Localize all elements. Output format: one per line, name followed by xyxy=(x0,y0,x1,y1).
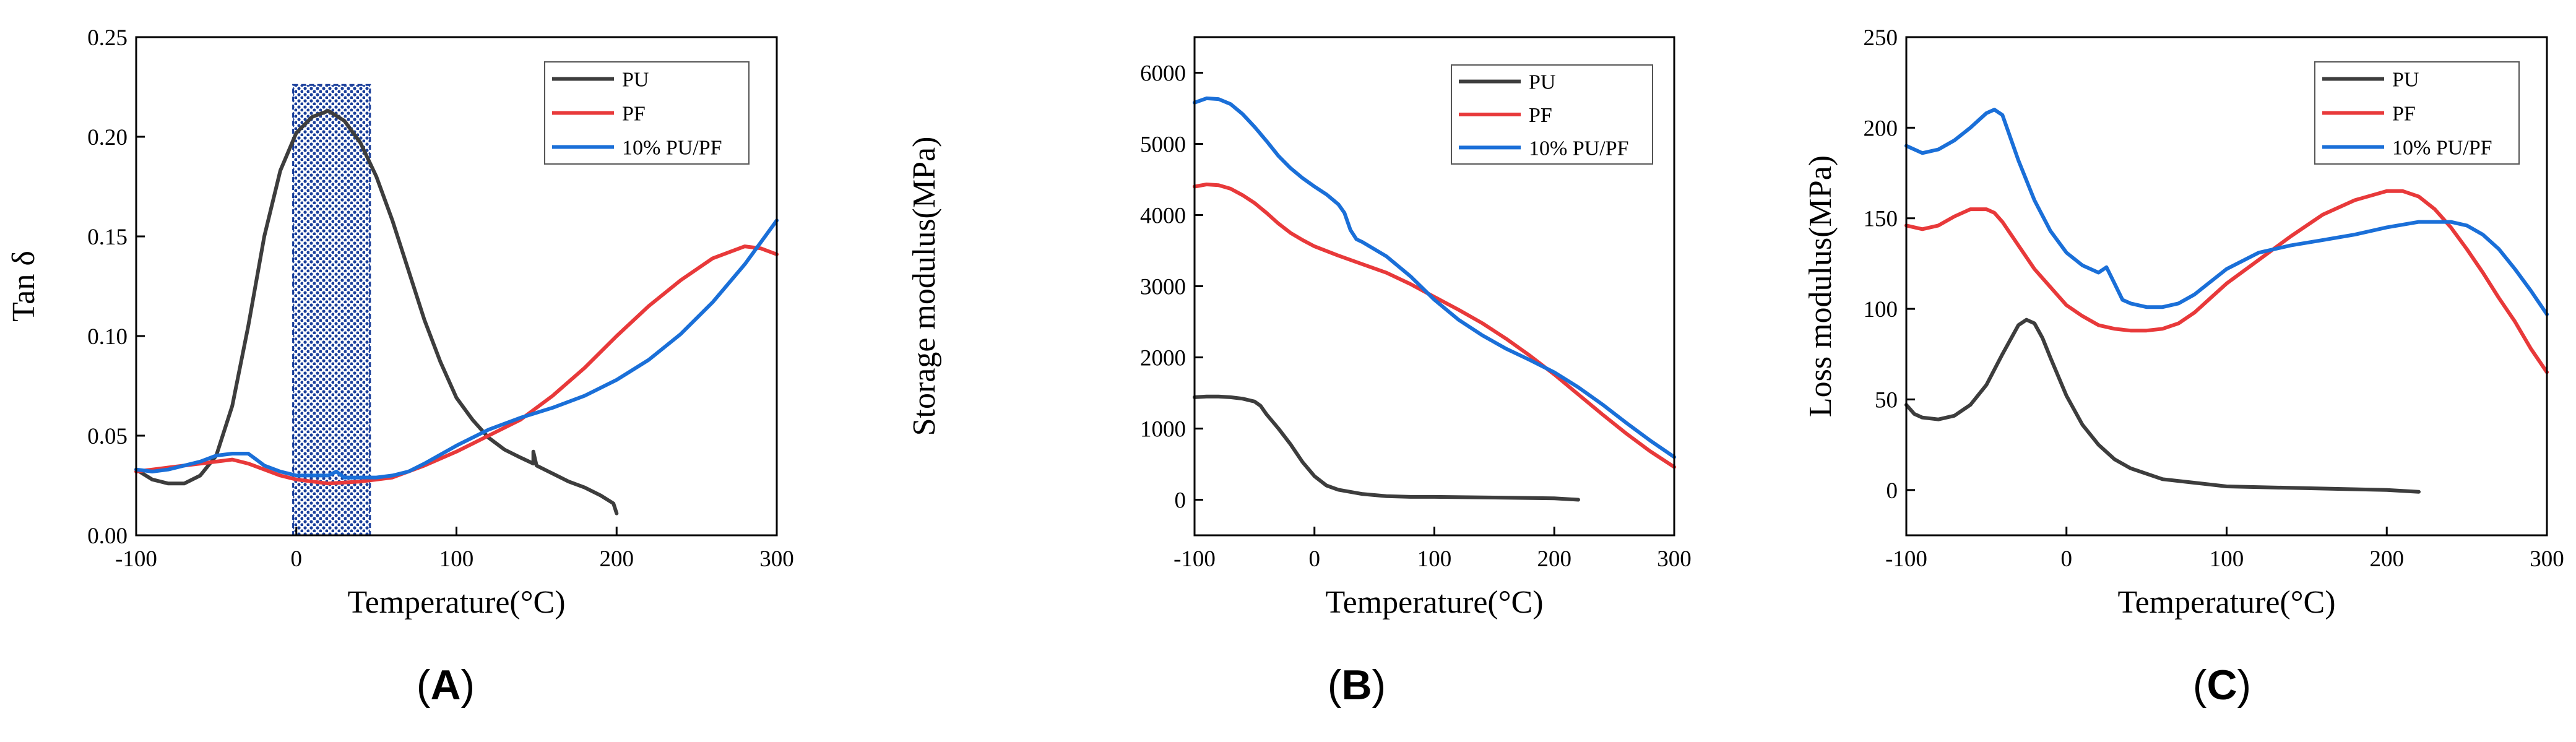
highlight-region xyxy=(292,84,371,537)
x-tick-label: 300 xyxy=(2530,546,2564,572)
x-tick-label: -100 xyxy=(115,546,157,572)
y-tick-label: 0.20 xyxy=(87,125,128,150)
y-tick-label: 2000 xyxy=(1140,346,1186,371)
y-tick-label: 5000 xyxy=(1140,132,1186,158)
series-line-pu xyxy=(134,109,619,516)
y-tick-label: 0 xyxy=(1175,488,1186,514)
chart-panel-c: -100 0 100 200 300 0 50 100 150 200 250 Temperature… xyxy=(1803,25,2564,709)
y-tick-label: 1000 xyxy=(1140,417,1186,442)
y-tick-label: 100 xyxy=(1864,297,1898,322)
x-tick-label: 0 xyxy=(1309,546,1321,572)
y-tick-label: 0.25 xyxy=(87,25,128,51)
legend-label-pu: PU xyxy=(622,69,649,92)
x-tick-label: 100 xyxy=(2210,546,2244,572)
legend-label-pf: PF xyxy=(1529,104,1552,127)
series-line-pu xyxy=(1193,394,1580,502)
x-axis-title: Temperature(°C) xyxy=(2117,585,2335,620)
y-tick-label: 6000 xyxy=(1140,61,1186,87)
panel-label: (C) xyxy=(2193,662,2251,709)
panel-label: (B) xyxy=(1328,662,1386,709)
y-tick-label: 200 xyxy=(1864,116,1898,141)
x-tick-label: 100 xyxy=(1417,546,1452,572)
y-tick-label: 0 xyxy=(1887,478,1898,504)
x-tick-label: 200 xyxy=(600,546,634,572)
series-line-pf xyxy=(1904,189,2549,374)
x-tick-label: 200 xyxy=(1537,546,1572,572)
y-axis-title: Storage modulus(MPa) xyxy=(907,137,942,436)
y-axis-title: Tan δ xyxy=(6,251,41,322)
legend-label-pu: PU xyxy=(1529,71,1555,94)
legend-label-blend: 10% PU/PF xyxy=(2392,137,2492,160)
legend-label-pf: PF xyxy=(2392,103,2416,126)
y-tick-label: 0.00 xyxy=(87,524,128,549)
series-line-blend xyxy=(1193,96,1676,459)
y-tick-label: 0.10 xyxy=(87,324,128,350)
chart-panel-b: -100 0 100 200 3000100020003000400050006000T… xyxy=(907,36,1692,709)
legend-label-pu: PU xyxy=(2392,69,2419,92)
panel-label: (A) xyxy=(417,662,475,709)
series-line-blend xyxy=(134,218,779,480)
x-tick-label: 0 xyxy=(2061,546,2073,572)
y-tick-label: 150 xyxy=(1864,207,1898,232)
x-tick-label: 200 xyxy=(2370,546,2405,572)
legend-label-blend: 10% PU/PF xyxy=(622,137,722,160)
series-line-pf xyxy=(1193,183,1676,469)
legend-label-blend: 10% PU/PF xyxy=(1529,137,1629,160)
y-tick-label: 0.05 xyxy=(87,424,128,449)
x-tick-label: 300 xyxy=(759,546,794,572)
x-tick-label: 100 xyxy=(439,546,474,572)
series-line-blend xyxy=(1904,108,2549,316)
chart-panel-a: -100 0 100 200 300 0.00 0.05 0.10 0.15 0.20 0.25 Te… xyxy=(6,25,794,709)
y-tick-label: 4000 xyxy=(1140,204,1186,229)
legend-label-pf: PF xyxy=(622,103,646,126)
series-line-pu xyxy=(1904,317,2421,494)
x-axis-title: Temperature(°C) xyxy=(347,585,565,620)
x-tick-label: -100 xyxy=(1173,546,1216,572)
y-tick-label: 250 xyxy=(1864,25,1898,51)
x-tick-label: 0 xyxy=(291,546,303,572)
y-tick-label: 3000 xyxy=(1140,275,1186,300)
x-tick-label: 300 xyxy=(1657,546,1692,572)
y-axis-title: Loss modulus(MPa) xyxy=(1803,155,1838,417)
series-line-pf xyxy=(134,244,779,486)
x-tick-label: -100 xyxy=(1885,546,1927,572)
y-tick-label: 50 xyxy=(1875,387,1898,413)
x-axis-title: Temperature(°C) xyxy=(1325,585,1543,620)
y-tick-label: 0.15 xyxy=(87,225,128,250)
